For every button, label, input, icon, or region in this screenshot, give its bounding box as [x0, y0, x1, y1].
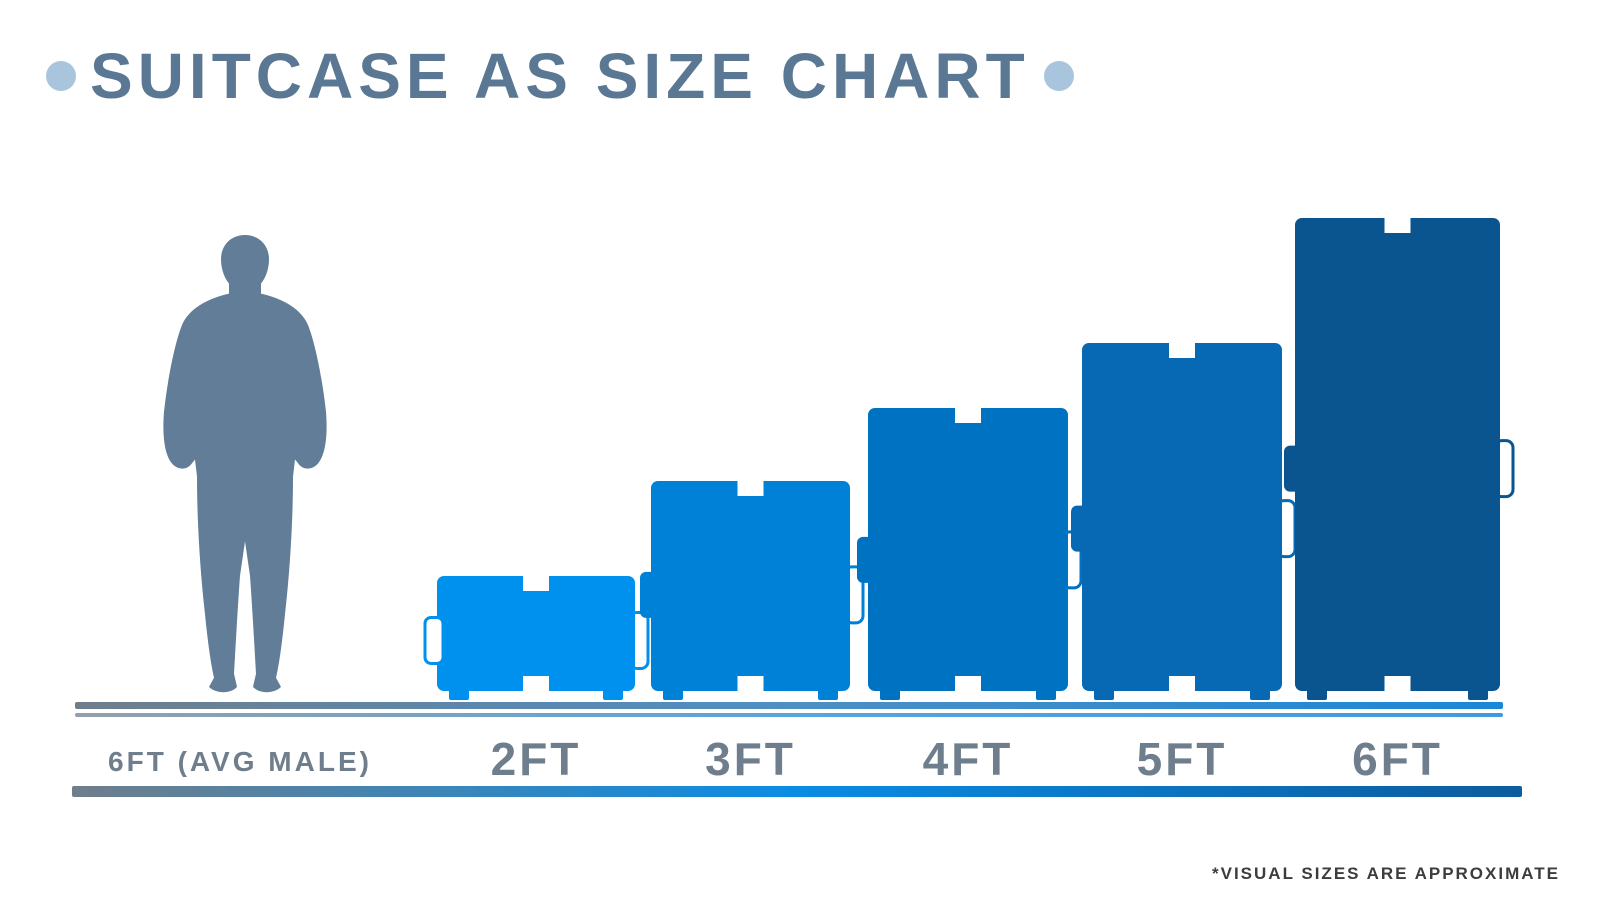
suitcase-foot-icon: [880, 688, 900, 700]
suitcase-label-4ft: 4FT: [922, 733, 1014, 785]
title-accent-dot-left-icon: [46, 61, 76, 91]
man-silhouette-icon: [163, 235, 327, 693]
suitcase-top-notch: [1384, 217, 1411, 233]
suitcase-bottom-notch: [737, 676, 764, 692]
suitcase-bottom-notch: [1384, 676, 1411, 692]
title-accent-dot-right-icon: [1043, 61, 1074, 91]
suitcase-left-handle-icon: [1071, 505, 1088, 552]
suitcase-top-notch: [955, 407, 981, 423]
suitcase-left-handle-icon: [423, 615, 445, 665]
suitcase-bottom-notch: [955, 676, 981, 692]
suitcase-top-notch: [523, 575, 549, 591]
suitcase-left-handle-icon: [640, 571, 657, 618]
suitcase-left-handle-icon: [857, 536, 874, 583]
suitcase-body: [437, 576, 635, 691]
suitcase-body: [1295, 218, 1500, 691]
suitcase-foot-icon: [1250, 688, 1270, 700]
suitcase-top-notch: [1169, 342, 1195, 358]
suitcase-foot-icon: [449, 688, 469, 700]
suitcase-label-5ft: 5FT: [1136, 733, 1228, 785]
suitcase-foot-icon: [663, 688, 683, 700]
suitcase-6ft: [1284, 217, 1515, 700]
suitcase-bottom-notch: [523, 676, 549, 692]
suitcase-4ft: [857, 407, 1083, 700]
suitcase-label-3ft: 3FT: [705, 733, 796, 785]
suitcase-label-2ft: 2FT: [490, 733, 582, 785]
suitcase-foot-icon: [1307, 688, 1327, 700]
suitcase-body: [1082, 343, 1282, 691]
suitcase-foot-icon: [1468, 688, 1488, 700]
suitcase-foot-icon: [603, 688, 623, 700]
suitcase-label-6ft: 6FT: [1352, 733, 1443, 785]
footnote-text: *VISUAL SIZES ARE APPROXIMATE: [1212, 864, 1560, 883]
ground-baseline-thin: [75, 713, 1503, 717]
suitcase-bottom-notch: [1169, 676, 1195, 692]
suitcase-foot-icon: [818, 688, 838, 700]
ground-baseline-thick: [75, 702, 1503, 709]
footer-divider-line: [72, 786, 1522, 797]
suitcase-body: [651, 481, 850, 691]
suitcase-foot-icon: [1094, 688, 1114, 700]
suitcase-2ft: [423, 575, 650, 700]
person-silhouette: [163, 235, 327, 693]
suitcase-3ft: [640, 480, 865, 700]
suitcase-row: [423, 217, 1515, 700]
suitcase-body: [868, 408, 1068, 691]
suitcase-top-notch: [737, 480, 764, 496]
suitcase-5ft: [1071, 342, 1297, 700]
suitcase-left-handle-icon: [1284, 445, 1301, 492]
suitcase-foot-icon: [1036, 688, 1056, 700]
person-height-label: 6FT (AVG MALE): [108, 746, 372, 777]
page-title: SUITCASE AS SIZE CHART: [90, 40, 1030, 112]
title-row: SUITCASE AS SIZE CHART: [46, 44, 1074, 108]
